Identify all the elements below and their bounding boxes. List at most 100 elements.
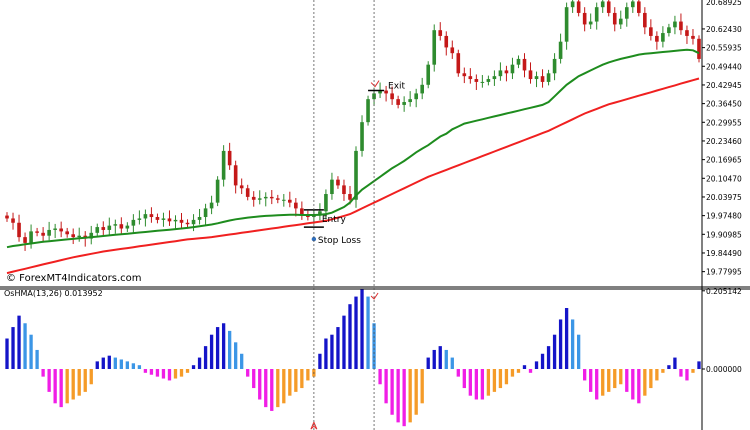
- osma-bar: [17, 315, 21, 370]
- osma-bar: [667, 365, 671, 370]
- candle-body: [5, 215, 9, 219]
- osma-bar: [396, 369, 400, 423]
- osma-bar: [270, 369, 274, 411]
- candle-body: [667, 27, 671, 34]
- osma-bar: [203, 346, 208, 370]
- osma-bar: [462, 369, 466, 389]
- osma-bar: [53, 369, 57, 404]
- candle-body: [35, 231, 39, 233]
- candle-body: [588, 21, 593, 25]
- osma-bar: [282, 369, 286, 404]
- osma-bar: [552, 334, 557, 370]
- osma-bar: [408, 369, 412, 423]
- osma-bar: [661, 369, 665, 373]
- candle-body: [257, 198, 262, 200]
- osma-bar: [258, 369, 262, 400]
- osma-bar: [619, 369, 623, 385]
- osma-bar: [570, 319, 575, 370]
- candle-body: [288, 199, 292, 203]
- candle-body: [77, 235, 82, 238]
- osma-pane: [5, 288, 701, 430]
- price-tick-label: 20.62430: [706, 25, 742, 34]
- osma-bar: [35, 349, 39, 370]
- osma-bar: [288, 369, 292, 396]
- osma-bar: [468, 369, 472, 396]
- osma-bar: [673, 357, 677, 370]
- candle-body: [17, 222, 21, 238]
- candle-body: [191, 219, 196, 225]
- osma-bar: [342, 315, 346, 370]
- price-tick-label-top: 20.68925: [706, 0, 742, 7]
- osma-bar: [516, 369, 521, 373]
- candle-body: [113, 224, 118, 226]
- candle-body: [161, 218, 166, 220]
- candle-body: [101, 227, 106, 230]
- osma-bar: [444, 349, 448, 370]
- osma-bar: [534, 361, 539, 370]
- candle-body: [71, 234, 76, 238]
- candle-body: [11, 218, 15, 223]
- osma-bar: [637, 369, 641, 404]
- candle-body: [685, 30, 689, 36]
- candle-body: [59, 228, 63, 232]
- candle-body: [95, 227, 100, 233]
- osma-bar: [625, 369, 629, 392]
- candle-body: [438, 30, 443, 36]
- osma-bar: [197, 357, 202, 370]
- candle-body: [185, 222, 190, 225]
- osma-bar: [390, 369, 394, 415]
- osma-bar: [336, 327, 340, 370]
- candle-body: [522, 58, 527, 71]
- osma-bar: [167, 369, 172, 381]
- osma-bar: [601, 369, 605, 396]
- osma-bar: [360, 288, 364, 370]
- candle-body: [649, 27, 653, 36]
- osma-bar: [294, 369, 298, 392]
- candle-body: [456, 53, 461, 74]
- osma-bar: [450, 357, 454, 370]
- osma-bar: [643, 369, 647, 396]
- osma-bar: [161, 369, 166, 379]
- osma-tick-label: 0.000000: [706, 365, 742, 374]
- candle-body: [342, 185, 346, 195]
- osma-bar: [29, 334, 33, 370]
- osma-bar: [348, 304, 352, 370]
- candle-body: [450, 47, 455, 54]
- candle-body: [41, 232, 45, 236]
- osma-bar: [583, 369, 587, 381]
- price-tick-label: 20.29955: [706, 118, 742, 127]
- price-tick-label: 20.16965: [706, 156, 742, 165]
- candle-body: [474, 79, 479, 82]
- candle-body: [504, 70, 509, 74]
- candle-body: [384, 90, 388, 94]
- osma-bar: [691, 369, 695, 373]
- osma-bar: [11, 327, 15, 370]
- candle-body: [661, 33, 665, 42]
- price-tick-label: 20.42945: [706, 81, 742, 90]
- osma-bar: [679, 369, 683, 377]
- osma-bar: [246, 369, 250, 377]
- osma-bar: [354, 296, 358, 370]
- candle-body: [558, 41, 563, 59]
- osma-bar: [474, 369, 479, 400]
- stop-label: Stop Loss: [318, 236, 361, 246]
- osma-bar: [607, 369, 611, 392]
- stop-dot: [311, 236, 317, 242]
- candle-body: [546, 73, 551, 82]
- candle-body: [594, 7, 599, 22]
- osma-bar: [432, 349, 436, 370]
- osma-bar: [300, 369, 304, 389]
- candle-body: [606, 1, 611, 13]
- osma-bar: [221, 323, 226, 370]
- candle-body: [691, 35, 695, 39]
- osma-bar: [438, 346, 442, 370]
- osma-bar: [113, 357, 117, 370]
- price-tick-label: 20.55935: [706, 44, 742, 53]
- candle-body: [179, 219, 184, 223]
- osma-bar: [107, 355, 111, 370]
- candle-body: [47, 229, 51, 236]
- candle-body: [215, 179, 220, 203]
- trade-annotations: Entry Stop Loss Exit: [303, 80, 406, 246]
- osma-bar: [426, 357, 430, 370]
- osma-bar: [324, 338, 328, 370]
